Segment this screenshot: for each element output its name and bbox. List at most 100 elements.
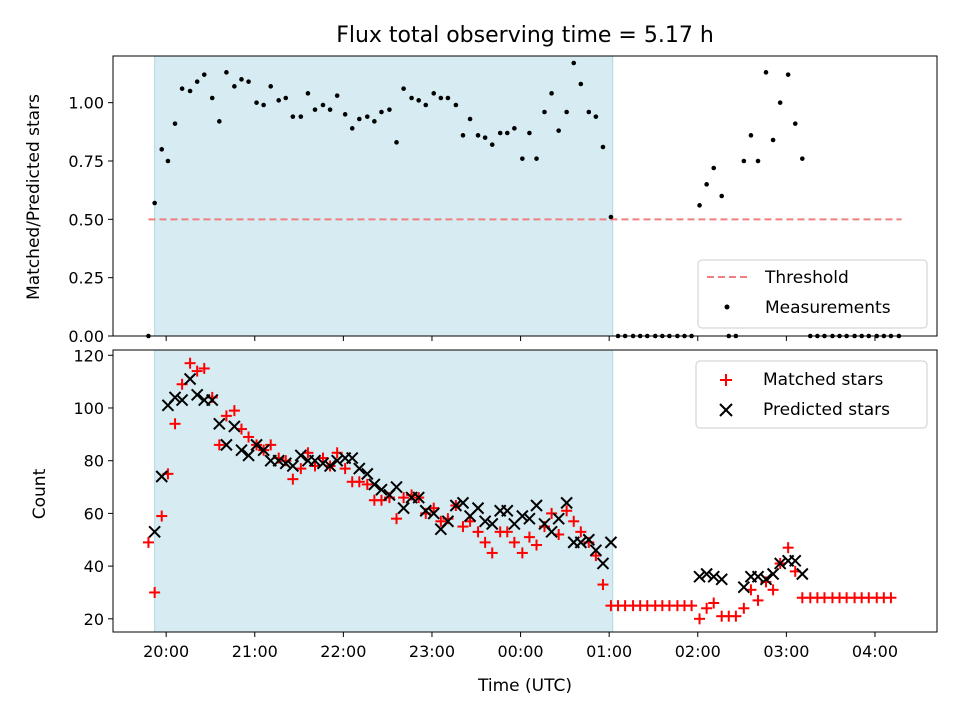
predicted-point <box>604 536 618 549</box>
predicted-point <box>478 515 492 528</box>
ratio-y-tick-label: 0.00 <box>68 327 104 346</box>
matched-point <box>191 365 203 377</box>
predicted-point <box>242 449 255 462</box>
predicted-point <box>759 573 773 586</box>
matched-point <box>142 536 154 548</box>
predicted-point <box>257 443 270 457</box>
x-tick-label: 23:00 <box>409 642 455 661</box>
measurement-point <box>254 100 259 105</box>
count-y-tick-label: 80 <box>84 452 104 471</box>
matched-point <box>220 410 232 422</box>
count-y-tick-label: 40 <box>84 557 104 576</box>
matched-point <box>184 357 196 369</box>
predicted-point <box>552 512 565 525</box>
ratio-y-axis-label: Matched/Predicted stars <box>24 94 44 300</box>
count-series-1 <box>148 372 809 594</box>
x-tick-label: 21:00 <box>232 642 278 661</box>
measurement-point <box>334 93 340 98</box>
measurement-point <box>704 182 709 187</box>
measurement-point <box>320 102 326 108</box>
ratio-y-tick-label: 0.75 <box>68 152 104 171</box>
predicted-point <box>412 491 425 504</box>
matched-point <box>317 452 329 464</box>
measurement-point <box>748 133 754 138</box>
measurement-point <box>159 147 165 152</box>
matched-point <box>738 602 750 614</box>
predicted-point <box>308 454 322 467</box>
measurement-point <box>600 144 606 150</box>
predicted-point <box>707 570 720 583</box>
matched-point <box>575 526 587 538</box>
measurement-point <box>401 86 406 91</box>
predicted-point <box>574 536 588 549</box>
legend-predicted-swatch <box>719 403 733 417</box>
matched-point <box>243 431 255 443</box>
matched-point <box>523 531 535 543</box>
matched-point <box>472 526 484 538</box>
matched-point <box>568 515 580 527</box>
ratio-series-0 <box>146 60 902 339</box>
matched-point <box>361 478 373 490</box>
chart-title: Flux total observing time = 5.17 h <box>336 23 714 48</box>
matched-point <box>694 613 706 625</box>
predicted-point <box>471 501 485 515</box>
predicted-point <box>427 507 440 520</box>
count-legend: Matched stars Predicted stars <box>695 360 928 429</box>
count-y-tick-label: 60 <box>84 504 104 523</box>
predicted-point <box>700 567 713 581</box>
predicted-point <box>456 496 470 510</box>
measurement-point <box>460 133 466 138</box>
predicted-point <box>516 509 529 523</box>
predicted-point <box>286 459 300 473</box>
measurement-point <box>755 158 761 164</box>
matched-point <box>464 515 476 527</box>
measurement-point <box>792 121 798 126</box>
matched-point <box>597 579 609 591</box>
measurement-point <box>438 95 444 101</box>
matched-point <box>546 507 558 519</box>
measurement-point <box>394 140 399 145</box>
measurement-point <box>268 84 274 89</box>
matched-point <box>590 550 602 562</box>
measurement-point <box>261 102 266 108</box>
predicted-point <box>530 499 543 512</box>
matched-point <box>561 505 573 517</box>
ratio-plot-frame <box>112 55 938 337</box>
measurement-point <box>571 60 577 66</box>
measurement-point <box>482 135 488 140</box>
predicted-point <box>206 393 219 407</box>
predicted-point <box>353 462 366 475</box>
measurement-point <box>497 130 503 136</box>
legend-measurements-label: Measurements <box>765 298 891 318</box>
predicted-point <box>213 417 226 431</box>
count-y-axis-label: Count <box>30 468 50 519</box>
measurement-point <box>290 114 296 119</box>
measurement-point <box>152 200 157 206</box>
matched-point <box>708 597 720 609</box>
measurement-point <box>194 79 200 84</box>
measurement-point <box>409 95 414 101</box>
predicted-point <box>235 443 248 457</box>
matched-point <box>686 600 698 612</box>
predicted-point <box>175 393 189 407</box>
measurement-point <box>372 119 377 124</box>
measurement-point <box>453 102 459 108</box>
measurement-point <box>608 214 614 220</box>
matched-point <box>228 405 240 417</box>
predicted-point <box>773 557 787 570</box>
predicted-point <box>368 478 381 491</box>
measurement-point <box>276 98 281 103</box>
predicted-point <box>168 391 182 404</box>
predicted-point <box>766 567 780 581</box>
predicted-point <box>294 449 308 462</box>
measurement-point <box>364 114 370 119</box>
measurement-point <box>770 137 776 143</box>
matched-point <box>213 439 225 451</box>
predicted-point <box>361 467 374 481</box>
legend-measurements-swatch <box>724 304 730 310</box>
measurement-point <box>357 116 362 122</box>
predicted-point <box>589 544 603 557</box>
x-tick-label: 02:00 <box>675 642 721 661</box>
predicted-point <box>441 515 455 528</box>
